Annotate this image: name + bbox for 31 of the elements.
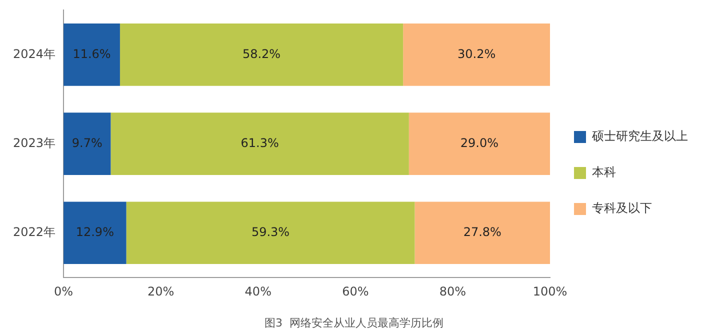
data-label: 30.2% [457, 46, 496, 61]
bar [64, 202, 126, 264]
y-tick-label: 2022年 [12, 224, 56, 239]
x-tick-label: 60% [342, 284, 369, 299]
bar [64, 112, 111, 175]
x-tick-label: 20% [147, 284, 174, 299]
data-label: 12.9% [76, 224, 114, 239]
bar [126, 202, 415, 264]
y-tick-label: 2023年 [12, 136, 56, 150]
y-tick-label: 2024年 [12, 46, 56, 61]
x-tick-label: 100% [532, 284, 568, 299]
data-label: 58.2% [242, 46, 281, 61]
bar [110, 112, 409, 175]
legend-label: 本科 [592, 165, 616, 180]
bar [408, 112, 550, 175]
data-label: 61.3% [240, 136, 279, 150]
legend-label: 硕士研究生及以上 [591, 129, 688, 144]
bar [403, 24, 550, 86]
x-tick-label: 80% [439, 284, 466, 299]
text: 图3 网络安全从业人员最高学历比例 [264, 316, 444, 330]
bar [414, 202, 550, 264]
data-label: 59.3% [251, 224, 290, 239]
x-tick-label: 40% [244, 284, 272, 299]
bar [64, 24, 120, 86]
legend-label: 专科及以下 [592, 201, 652, 216]
data-label: 27.8% [463, 224, 502, 239]
x-tick-label: 0% [54, 284, 74, 299]
data-label: 9.7% [72, 136, 102, 150]
data-label: 29.0% [460, 136, 499, 150]
data-label: 11.6% [72, 46, 111, 61]
bar [120, 24, 404, 86]
